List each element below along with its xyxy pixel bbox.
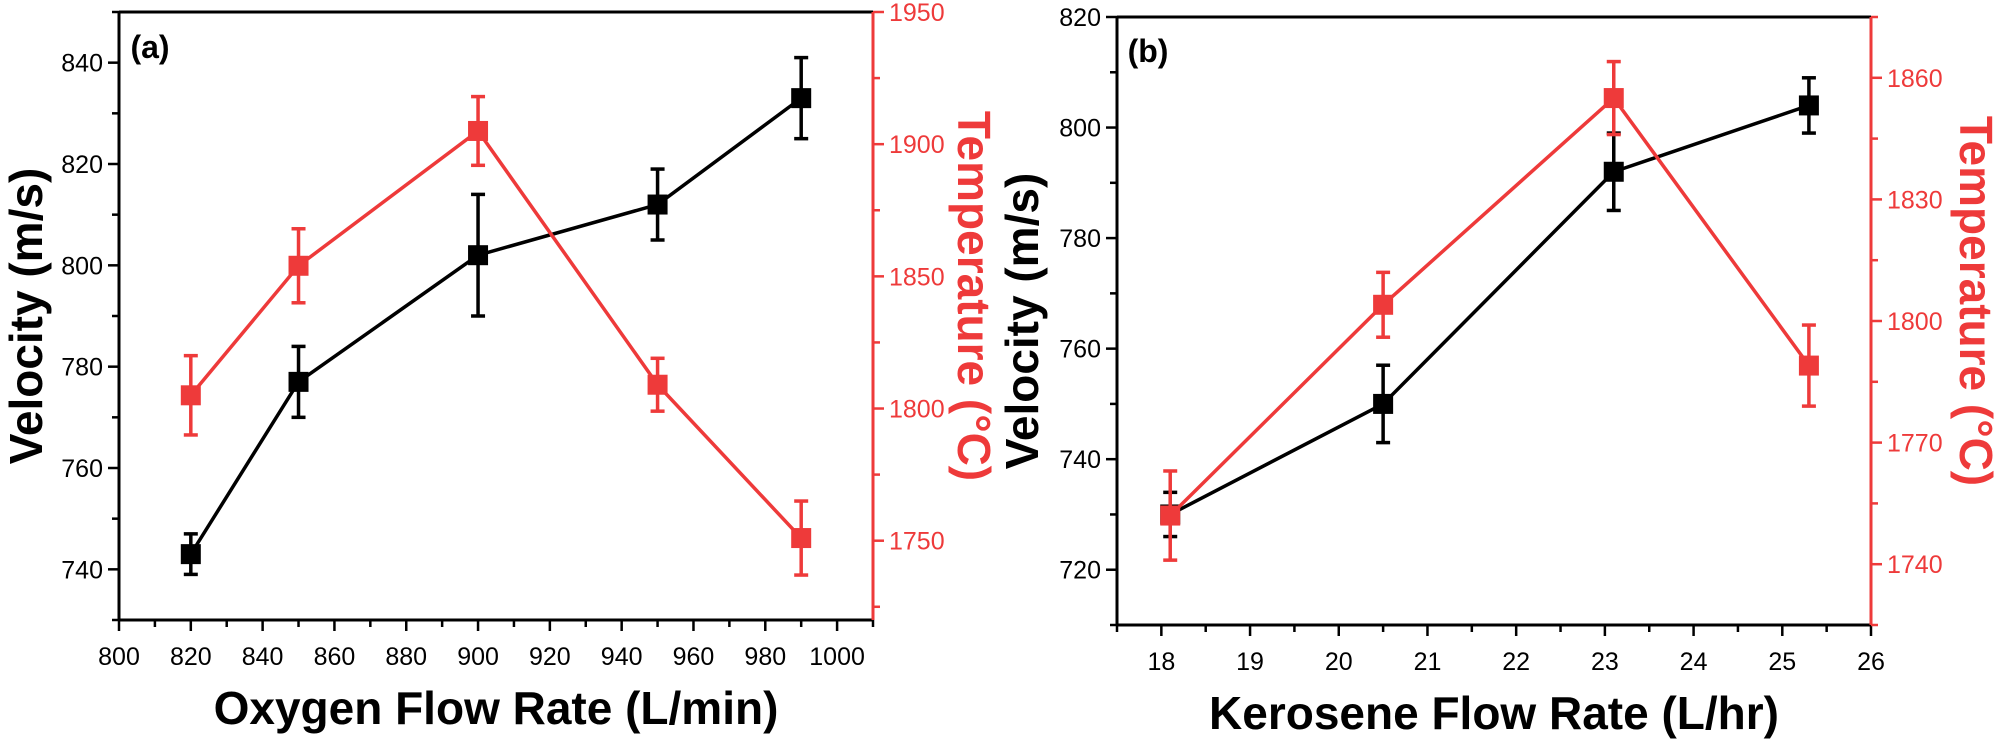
y2-axis-title: Temperature (°C) xyxy=(948,111,1000,481)
series-velocity xyxy=(1160,76,1819,539)
series-temperature xyxy=(1160,59,1819,562)
x-tick-label: 840 xyxy=(242,643,284,671)
y2-tick-label: 1900 xyxy=(889,131,945,159)
data-point xyxy=(180,544,201,565)
x-axis-title: Kerosene Flow Rate (L/hr) xyxy=(1209,687,1779,739)
panel-label: (a) xyxy=(130,29,169,65)
x-tick-label: 940 xyxy=(601,643,643,671)
y2-tick-label: 1740 xyxy=(1887,551,1943,579)
data-point xyxy=(180,385,201,406)
data-point xyxy=(288,255,309,276)
x-tick-label: 18 xyxy=(1147,648,1175,676)
series-temperature xyxy=(180,94,812,577)
panel-b: 18 19 20 21 22 23 24 25 26 720 740 760 780 800 820 1740… xyxy=(996,4,2000,739)
y2-axis-title: Temperature (°C) xyxy=(1950,116,2000,486)
data-point xyxy=(1603,161,1624,182)
y-tick-label: 720 xyxy=(1059,557,1101,585)
x-tick-label: 25 xyxy=(1768,648,1796,676)
y-tick-label: 760 xyxy=(61,455,103,483)
y2-tick-label: 1850 xyxy=(889,263,945,291)
x-tick-label: 1000 xyxy=(809,643,865,671)
x-tick-label: 20 xyxy=(1325,648,1353,676)
data-point xyxy=(1373,294,1394,315)
data-point xyxy=(647,194,668,215)
y-tick-label: 800 xyxy=(61,252,103,280)
y2-tick-label: 1830 xyxy=(1887,186,1943,214)
data-point xyxy=(1798,95,1819,116)
data-point xyxy=(288,371,309,392)
series-line xyxy=(189,128,803,540)
series-line xyxy=(189,96,803,556)
x-tick-label: 980 xyxy=(744,643,786,671)
data-point xyxy=(1160,505,1181,526)
x-tick-label: 19 xyxy=(1236,648,1264,676)
data-point xyxy=(1373,393,1394,414)
y-tick-label: 780 xyxy=(61,354,103,382)
y2-tick-label: 1750 xyxy=(889,528,945,556)
series-line xyxy=(1168,95,1811,517)
x-tick-label: 900 xyxy=(457,643,499,671)
panel-a: 800 820 840 860 880 900 920 940 960 980 1000 740 760… xyxy=(0,0,1000,734)
x-tick-label: 800 xyxy=(98,643,140,671)
data-point xyxy=(1603,88,1624,109)
y2-tick-label: 1860 xyxy=(1887,65,1943,93)
x-tick-label: 22 xyxy=(1502,648,1530,676)
series-velocity xyxy=(180,55,812,577)
x-tick-label: 960 xyxy=(673,643,715,671)
x-tick-label: 820 xyxy=(170,643,212,671)
panel-label: (b) xyxy=(1128,33,1169,69)
x-tick-label: 21 xyxy=(1414,648,1442,676)
y-tick-label: 760 xyxy=(1059,336,1101,364)
data-point xyxy=(1798,355,1819,376)
series-line xyxy=(1169,103,1810,517)
x-tick-label: 23 xyxy=(1591,648,1619,676)
x-tick-label: 880 xyxy=(385,643,427,671)
y2-tick-label: 1800 xyxy=(889,396,945,424)
y-tick-label: 740 xyxy=(1059,446,1101,474)
data-point xyxy=(647,374,668,395)
x-tick-label: 26 xyxy=(1857,648,1885,676)
y-tick-label: 820 xyxy=(61,151,103,179)
y-tick-label: 780 xyxy=(1059,225,1101,253)
x-tick-label: 24 xyxy=(1680,648,1708,676)
data-point xyxy=(791,88,812,109)
x-tick-label: 860 xyxy=(314,643,356,671)
x-axis-title: Oxygen Flow Rate (L/min) xyxy=(214,682,779,734)
y-tick-label: 800 xyxy=(1059,115,1101,143)
x-tick-label: 920 xyxy=(529,643,571,671)
y-axis-title: Velocity (m/s) xyxy=(0,168,52,465)
y2-tick-label: 1800 xyxy=(1887,308,1943,336)
y-tick-label: 740 xyxy=(61,556,103,584)
y2-tick-label: 1950 xyxy=(889,0,945,27)
y-tick-label: 820 xyxy=(1059,4,1101,32)
y-tick-label: 840 xyxy=(61,50,103,78)
data-point xyxy=(468,245,489,266)
y2-tick-label: 1770 xyxy=(1887,430,1943,458)
data-point xyxy=(791,528,812,549)
data-point xyxy=(468,120,489,141)
y-axis-title: Velocity (m/s) xyxy=(996,173,1048,470)
